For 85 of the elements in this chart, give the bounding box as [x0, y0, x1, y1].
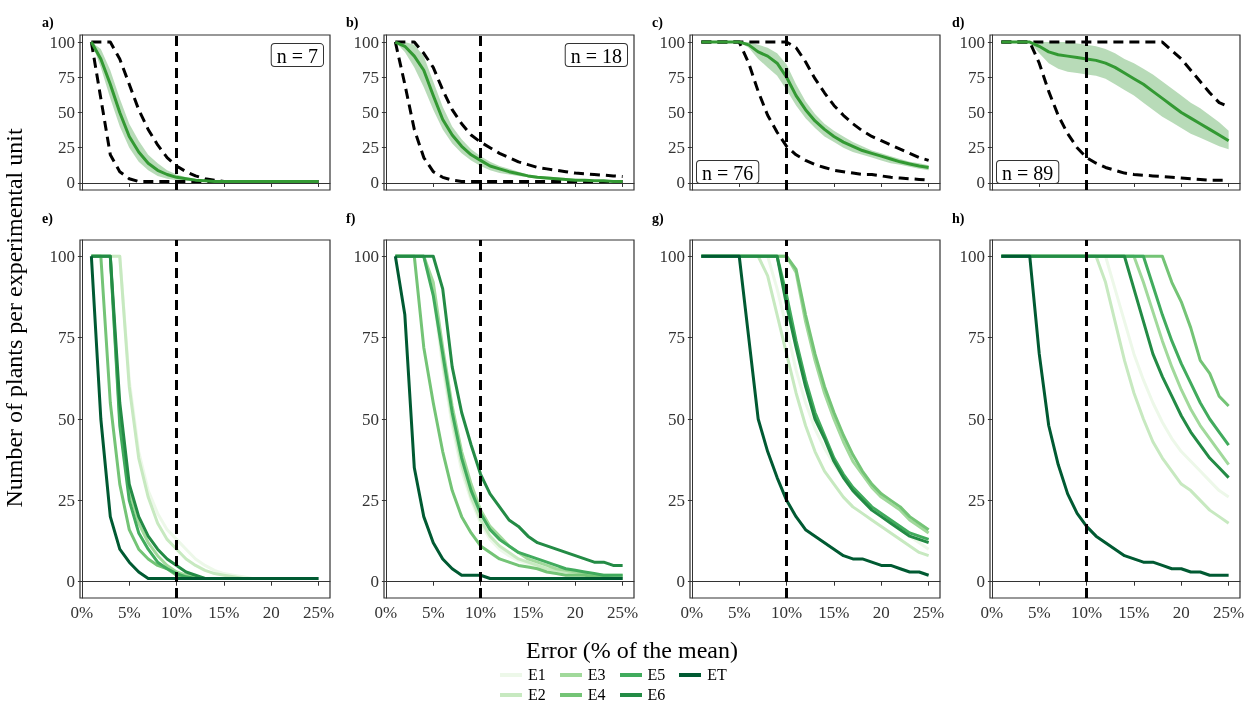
chart-title: f): [346, 210, 356, 227]
y-tick-label: 75: [362, 328, 379, 348]
legend-label: E2: [528, 686, 546, 704]
x-tick-label: 0%: [374, 603, 398, 622]
x-tick-label: 20: [872, 603, 890, 622]
x-tick-label: 15%: [818, 603, 850, 622]
y-tick-label: 100: [659, 32, 685, 52]
y-tick-label: 100: [49, 32, 75, 52]
y-tick-label: 100: [353, 246, 379, 266]
x-tick-label: 0%: [680, 603, 704, 622]
y-tick-label: 0: [676, 572, 685, 592]
y-tick-label: 50: [968, 103, 985, 122]
chart-title: d): [952, 14, 965, 31]
y-tick-label: 50: [362, 409, 379, 429]
x-tick-label: 25%: [1213, 603, 1245, 622]
y-axis-title: Number of plants per experimental unit: [0, 128, 28, 508]
y-tick-label: 100: [659, 246, 685, 266]
y-tick-label: 75: [362, 67, 379, 87]
y-tick-label: 100: [353, 32, 379, 52]
x-tick-label: 20: [1172, 603, 1190, 622]
y-tick-label: 25: [58, 490, 75, 510]
y-tick-label: 100: [959, 32, 985, 52]
legend-label: E6: [647, 686, 666, 704]
x-axis-title: Error (% of the mean): [526, 636, 738, 664]
y-tick-label: 25: [362, 490, 379, 510]
x-tick-label: 0%: [70, 603, 94, 622]
y-tick-label: 25: [668, 138, 685, 158]
y-tick-label: 50: [58, 103, 75, 122]
annotation: n = 76: [702, 162, 754, 184]
x-tick-label: 15%: [512, 603, 544, 622]
y-tick-label: 100: [49, 246, 75, 266]
y-tick-label: 50: [668, 409, 685, 429]
x-tick-label: 10%: [771, 603, 803, 622]
y-tick-label: 25: [362, 138, 379, 158]
chart-title: e): [42, 210, 54, 227]
x-tick-label: 25%: [913, 603, 945, 622]
x-tick-label: 5%: [421, 603, 445, 622]
x-tick-label: 10%: [465, 603, 497, 622]
y-tick-label: 75: [58, 328, 75, 348]
x-tick-label: 25%: [303, 603, 335, 622]
y-tick-label: 0: [66, 173, 75, 193]
y-tick-label: 75: [668, 328, 685, 348]
x-tick-label: 10%: [1071, 603, 1103, 622]
x-tick-label: 15%: [1118, 603, 1150, 622]
y-tick-label: 50: [58, 409, 75, 429]
y-tick-label: 0: [370, 572, 379, 592]
chart-title: b): [346, 14, 359, 31]
chart-title: h): [952, 210, 965, 227]
legend-label: E5: [647, 666, 666, 684]
x-tick-label: 5%: [1027, 603, 1051, 622]
x-tick-label: 5%: [117, 603, 141, 622]
y-tick-label: 50: [668, 103, 685, 122]
y-tick-label: 75: [668, 67, 685, 87]
x-tick-label: 20: [262, 603, 280, 622]
y-tick-label: 50: [362, 103, 379, 122]
x-tick-label: 5%: [727, 603, 751, 622]
legend-label: E3: [587, 666, 606, 684]
annotation: n = 7: [276, 45, 318, 67]
y-tick-label: 25: [58, 138, 75, 158]
chart-title: c): [652, 14, 664, 31]
y-tick-label: 0: [66, 572, 75, 592]
y-tick-label: 75: [58, 67, 75, 87]
x-tick-label: 15%: [208, 603, 240, 622]
y-tick-label: 25: [668, 490, 685, 510]
x-tick-label: 10%: [161, 603, 193, 622]
y-tick-label: 0: [976, 173, 985, 193]
x-tick-label: 25%: [607, 603, 639, 622]
y-tick-label: 75: [968, 67, 985, 87]
y-tick-label: 25: [968, 490, 985, 510]
y-tick-label: 25: [968, 138, 985, 158]
legend-label: E1: [528, 666, 546, 684]
annotation: n = 89: [1002, 162, 1054, 184]
y-tick-label: 50: [968, 409, 985, 429]
legend-label: ET: [707, 666, 727, 684]
chart-title: g): [652, 210, 664, 227]
y-tick-label: 0: [370, 173, 379, 193]
y-tick-label: 0: [676, 173, 685, 193]
legend-label: E4: [587, 686, 606, 704]
y-tick-label: 100: [959, 246, 985, 266]
y-tick-label: 0: [976, 572, 985, 592]
x-tick-label: 0%: [980, 603, 1004, 622]
chart-title: a): [42, 14, 54, 31]
x-tick-label: 20: [566, 603, 584, 622]
y-tick-label: 75: [968, 328, 985, 348]
annotation: n = 18: [570, 45, 622, 67]
